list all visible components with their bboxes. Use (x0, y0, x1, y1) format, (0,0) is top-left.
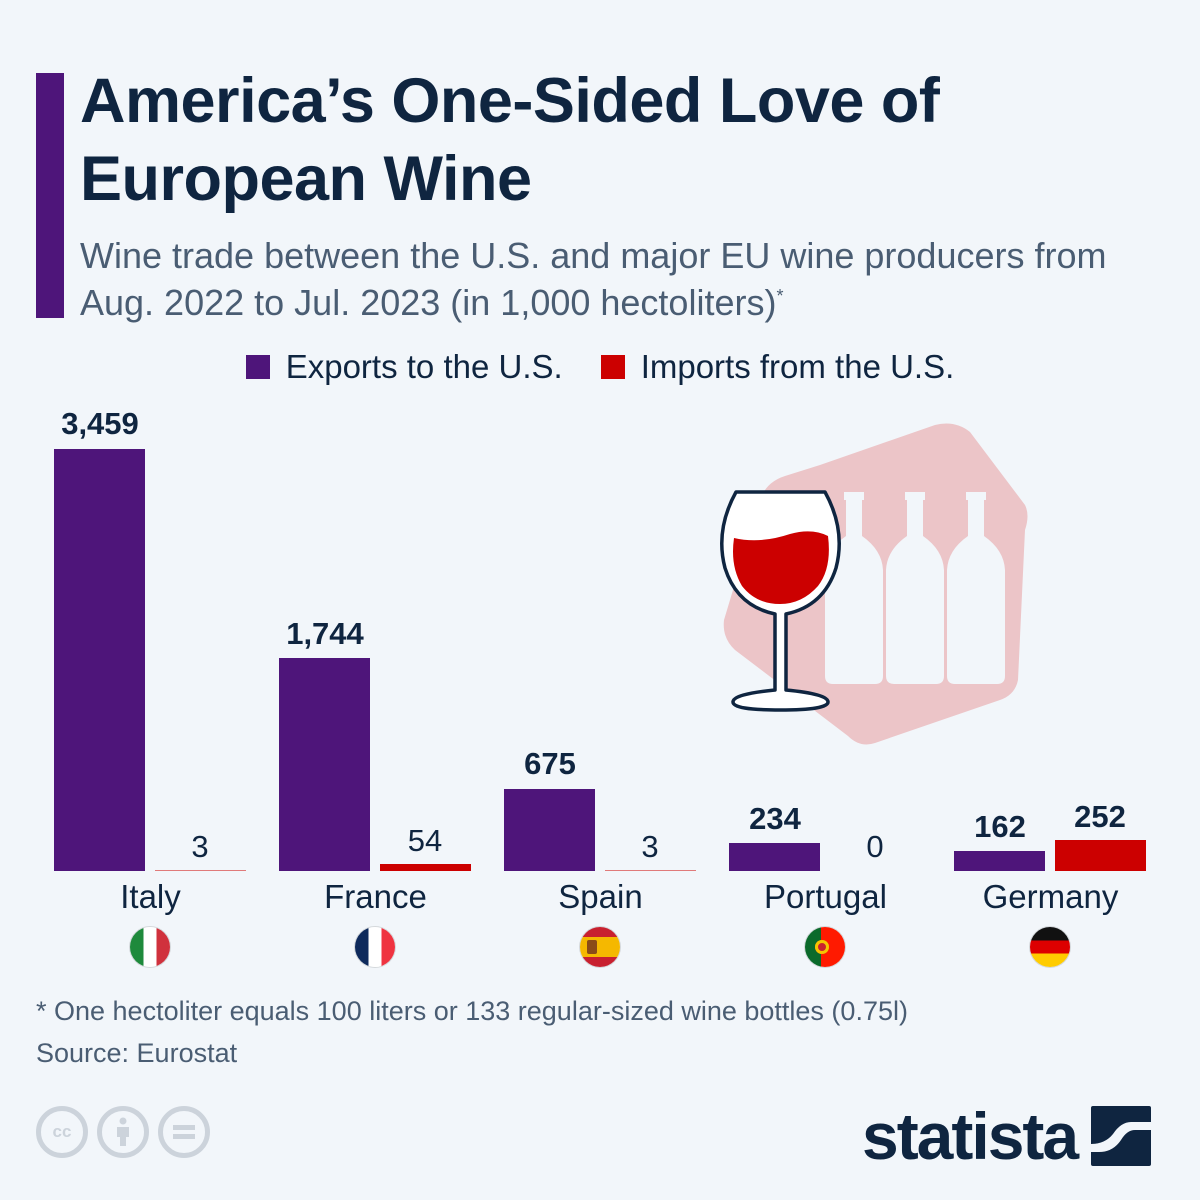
value-label-spain-exports: 675 (524, 746, 576, 781)
category-label-portugal: Portugal (764, 878, 887, 915)
bar-portugal-exports (729, 843, 820, 871)
value-label-spain-imports: 3 (641, 829, 659, 864)
legend-swatch-imports (600, 355, 625, 379)
wine-glass-bottles-illustration (720, 423, 1028, 745)
value-label-portugal-imports: 0 (866, 829, 884, 864)
portugal-coat-of-arms-icon (815, 940, 829, 954)
bar-germany-exports (954, 851, 1045, 871)
value-label-portugal-exports: 234 (749, 801, 801, 836)
statista-logo[interactable]: statista (862, 1099, 1152, 1173)
category-label-italy: Italy (120, 878, 181, 915)
statista-wordmark: statista (862, 1099, 1079, 1173)
germany-flag-icon (1030, 927, 1070, 967)
spain-flag-icon (580, 927, 620, 967)
bar-spain-imports (605, 870, 696, 871)
wine-glass-icon (720, 490, 841, 712)
italy-flag-icon (130, 927, 170, 967)
portugal-flag-icon (805, 927, 845, 967)
category-label-germany: Germany (982, 878, 1119, 915)
bar-germany-imports (1055, 840, 1146, 871)
bar-france-exports (279, 658, 370, 871)
category-label-spain: Spain (558, 878, 643, 915)
value-label-italy-imports: 3 (191, 829, 209, 864)
legend-label-exports: Exports to the U.S. (285, 348, 563, 385)
value-label-france-imports: 54 (407, 823, 443, 858)
value-label-germany-exports: 162 (974, 809, 1026, 844)
attribution-icon[interactable] (97, 1106, 149, 1158)
footnote: * One hectoliter equals 100 liters or 13… (36, 990, 908, 1074)
category-label-france: France (324, 878, 427, 915)
title-accent-bar (36, 73, 64, 318)
legend: Exports to the U.S. Imports from the U.S… (0, 348, 1200, 386)
wine-bottles-icon (825, 492, 1005, 684)
bar-italy-exports (54, 449, 145, 871)
legend-item-imports: Imports from the U.S. (600, 348, 955, 386)
person-icon (117, 1117, 129, 1146)
chart-title: America’s One-Sided Love of European Win… (80, 66, 940, 214)
france-flag-icon (355, 927, 395, 967)
chart-subtitle: Wine trade between the U.S. and major EU… (80, 235, 1107, 323)
legend-item-exports: Exports to the U.S. (245, 348, 563, 386)
legend-label-imports: Imports from the U.S. (640, 348, 955, 385)
cc-icon-label: cc (52, 1122, 72, 1141)
value-label-france-exports: 1,744 (286, 616, 364, 651)
value-label-italy-exports: 3,459 (61, 406, 139, 441)
bar-italy-imports (155, 870, 246, 871)
statista-logo-mark-icon (1091, 1106, 1152, 1166)
bar-spain-exports (504, 789, 595, 871)
no-derivatives-icon[interactable] (158, 1106, 210, 1158)
bar-france-imports (380, 864, 471, 871)
source-note: Source: Eurostat (36, 1038, 238, 1068)
spain-coat-of-arms-icon (587, 940, 597, 954)
legend-swatch-exports (245, 355, 270, 379)
equals-icon (173, 1125, 195, 1139)
cc-icon[interactable]: cc (36, 1106, 88, 1158)
license-icons: cc (36, 1106, 210, 1158)
value-label-germany-imports: 252 (1074, 799, 1126, 834)
hectoliter-note: * One hectoliter equals 100 liters or 13… (36, 996, 908, 1026)
